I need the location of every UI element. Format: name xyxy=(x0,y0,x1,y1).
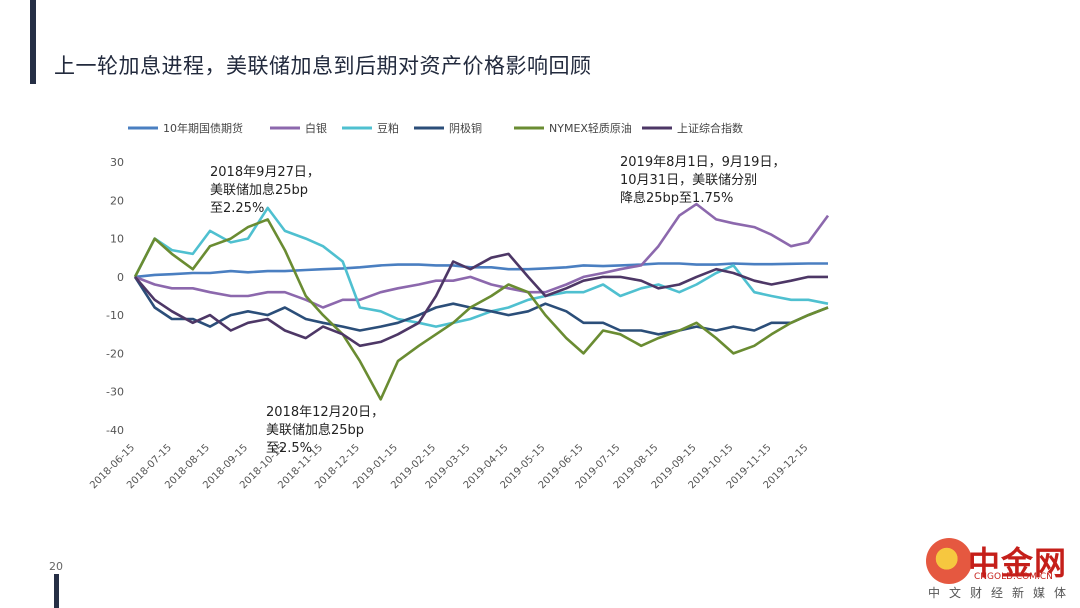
legend-label: NYMEX轻质原油 xyxy=(549,121,632,135)
annotation-line: 2019年8月1日，9月19日， xyxy=(620,155,785,170)
footer-accent-bar xyxy=(54,574,59,608)
annotation: 2018年12月20日， 美联储加息25bp 至2.5% xyxy=(266,405,384,456)
series-line xyxy=(133,276,829,336)
chart-container: 10年期国债期货 白银 豆粕 阴极铜 NYMEX轻质原油 上证综合指数 30 20 10 0 -1… xyxy=(80,108,840,498)
y-tick-label: -20 xyxy=(106,347,124,360)
watermark: 中金网 CNGOLD.COM.CN 中文财经新媒体 xyxy=(908,534,1078,604)
legend-label: 10年期国债期货 xyxy=(163,121,243,135)
cngold-logo-icon xyxy=(926,538,972,584)
chart-legend: 10年期国债期货 白银 豆粕 阴极铜 NYMEX轻质原油 上证综合指数 xyxy=(128,121,743,135)
watermark-subtitle: 中文财经新媒体 xyxy=(928,586,1076,600)
series-line xyxy=(133,218,829,401)
legend-label: 豆粕 xyxy=(377,121,399,135)
legend-label: 上证综合指数 xyxy=(677,121,743,135)
legend-label: 白银 xyxy=(305,121,327,135)
annotation-line: 降息25bp至1.75% xyxy=(620,190,733,206)
series-lines xyxy=(133,202,830,401)
series-line xyxy=(134,262,828,279)
series-line xyxy=(133,206,829,328)
y-tick-label: 20 xyxy=(110,194,124,207)
y-tick-label: -10 xyxy=(106,309,124,322)
annotation-line: 美联储加息25bp xyxy=(266,422,364,438)
x-axis: 2018-06-152018-07-152018-08-152018-09-15… xyxy=(88,442,810,491)
series-line xyxy=(134,252,828,348)
watermark-url: CNGOLD.COM.CN xyxy=(974,572,1053,582)
annotation-line: 美联储加息25bp xyxy=(210,182,308,198)
y-tick-label: 10 xyxy=(110,233,124,246)
page-number: 20 xyxy=(49,560,63,573)
annotation-line: 至2.5% xyxy=(266,441,312,456)
annotation-line: 2018年9月27日， xyxy=(210,165,320,180)
chart-annotations: 2018年9月27日， 美联储加息25bp 至2.25% 2018年12月20日， 美联… xyxy=(210,155,785,456)
legend-label: 阴极铜 xyxy=(449,121,482,135)
y-tick-label: -40 xyxy=(106,424,124,437)
series-line xyxy=(134,202,830,309)
page-title: 上一轮加息进程，美联储加息到后期对资产价格影响回顾 xyxy=(54,54,592,78)
y-tick-label: -30 xyxy=(106,386,124,399)
line-chart: 10年期国债期货 白银 豆粕 阴极铜 NYMEX轻质原油 上证综合指数 30 20 10 0 -1… xyxy=(88,121,830,491)
annotation-line: 10月31日，美联储分别 xyxy=(620,173,757,188)
annotation-line: 至2.25% xyxy=(210,201,264,216)
title-accent-bar xyxy=(30,0,36,84)
y-tick-label: 30 xyxy=(110,156,124,169)
annotation-line: 2018年12月20日， xyxy=(266,405,384,420)
annotation: 2018年9月27日， 美联储加息25bp 至2.25% xyxy=(210,165,320,216)
y-tick-label: 0 xyxy=(117,271,124,284)
watermark-name: 中金网 xyxy=(968,544,1068,582)
y-axis: 30 20 10 0 -10 -20 -30 -40 xyxy=(106,156,124,437)
